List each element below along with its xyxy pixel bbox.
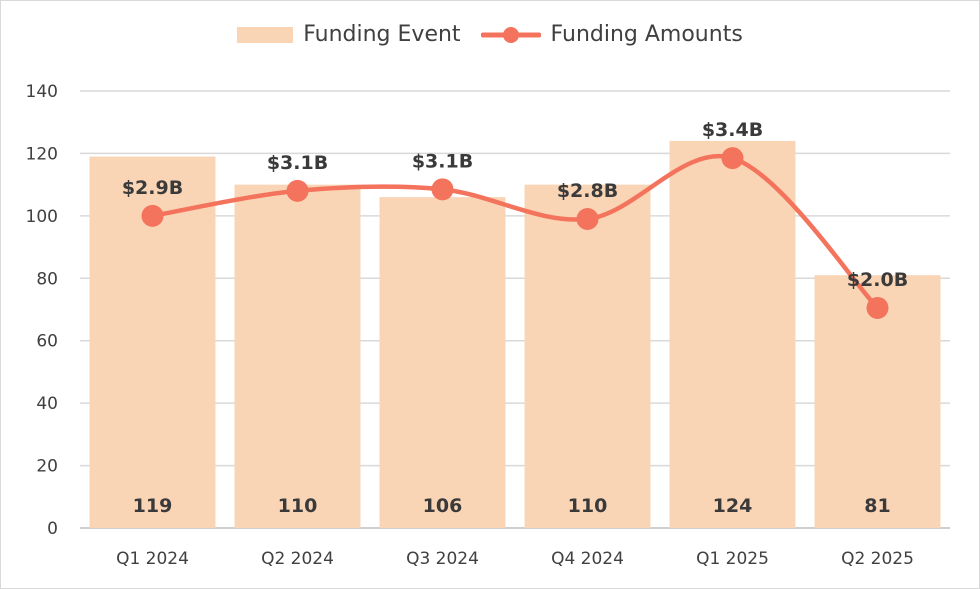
funding-amount-point — [866, 296, 889, 319]
bar-value-label: 124 — [713, 495, 753, 517]
y-tick-label: 20 — [36, 457, 58, 477]
funding-amount-label: $2.0B — [847, 269, 908, 291]
y-tick-label: 100 — [26, 207, 58, 227]
funding-amount-label: $3.1B — [412, 150, 473, 172]
funding-amounts-points — [141, 147, 889, 319]
bar-funding-event — [234, 184, 361, 528]
y-axis-ticks: 0 20 40 60 80 100 120 140 — [26, 82, 58, 539]
funding-amounts-line-path — [150, 153, 880, 311]
funding-amount-labels: $2.9B $3.1B $3.1B $2.8B $3.4B $2.0B — [122, 119, 908, 291]
x-tick-label: Q1 2025 — [696, 549, 769, 569]
funding-amount-point — [431, 178, 454, 201]
x-axis-ticks: Q1 2024 Q2 2024 Q3 2024 Q4 2024 Q1 2025 Q2 20… — [116, 549, 914, 569]
bars — [89, 140, 941, 529]
funding-amount-label: $3.1B — [267, 152, 328, 174]
y-tick-label: 120 — [26, 144, 58, 164]
bar-funding-event — [669, 140, 796, 528]
legend-line-swatch — [480, 26, 541, 43]
y-tick-label: 60 — [36, 332, 58, 352]
x-tick-label: Q2 2025 — [841, 549, 914, 569]
x-tick-label: Q4 2024 — [551, 549, 624, 569]
y-tick-label: 0 — [47, 519, 58, 539]
legend-label-funding-event: Funding Event — [303, 22, 461, 47]
funding-amount-label: $3.4B — [702, 119, 763, 141]
legend-label-funding-amounts: Funding Amounts — [550, 22, 743, 47]
bar-value-label: 106 — [423, 495, 463, 517]
funding-amount-point — [286, 179, 309, 202]
bar-value-labels: 119 110 106 110 124 81 — [133, 495, 891, 517]
bar-value-label: 110 — [278, 495, 318, 517]
bar-funding-event — [379, 197, 506, 528]
legend-item-funding-amounts: Funding Amounts — [480, 22, 743, 47]
gridlines — [80, 90, 950, 529]
funding-amount-point — [576, 207, 599, 230]
funding-amount-point — [141, 204, 164, 227]
x-tick-label: Q2 2024 — [261, 549, 334, 569]
x-tick-label: Q3 2024 — [406, 549, 479, 569]
funding-amounts-line — [150, 153, 880, 311]
x-tick-label: Q1 2024 — [116, 549, 189, 569]
funding-amount-label: $2.8B — [557, 180, 618, 202]
y-tick-label: 80 — [36, 269, 58, 289]
funding-amount-label: $2.9B — [122, 177, 183, 199]
bar-funding-event — [524, 184, 651, 528]
legend-bar-swatch — [237, 26, 294, 43]
y-tick-label: 40 — [36, 394, 58, 414]
bar-value-label: 81 — [864, 495, 890, 517]
bar-value-label: 110 — [568, 495, 608, 517]
y-tick-label: 140 — [26, 82, 58, 102]
bar-value-label: 119 — [133, 495, 173, 517]
legend: Funding Event Funding Amounts — [0, 22, 980, 47]
legend-item-funding-event: Funding Event — [237, 22, 461, 47]
funding-amount-point — [721, 147, 744, 170]
